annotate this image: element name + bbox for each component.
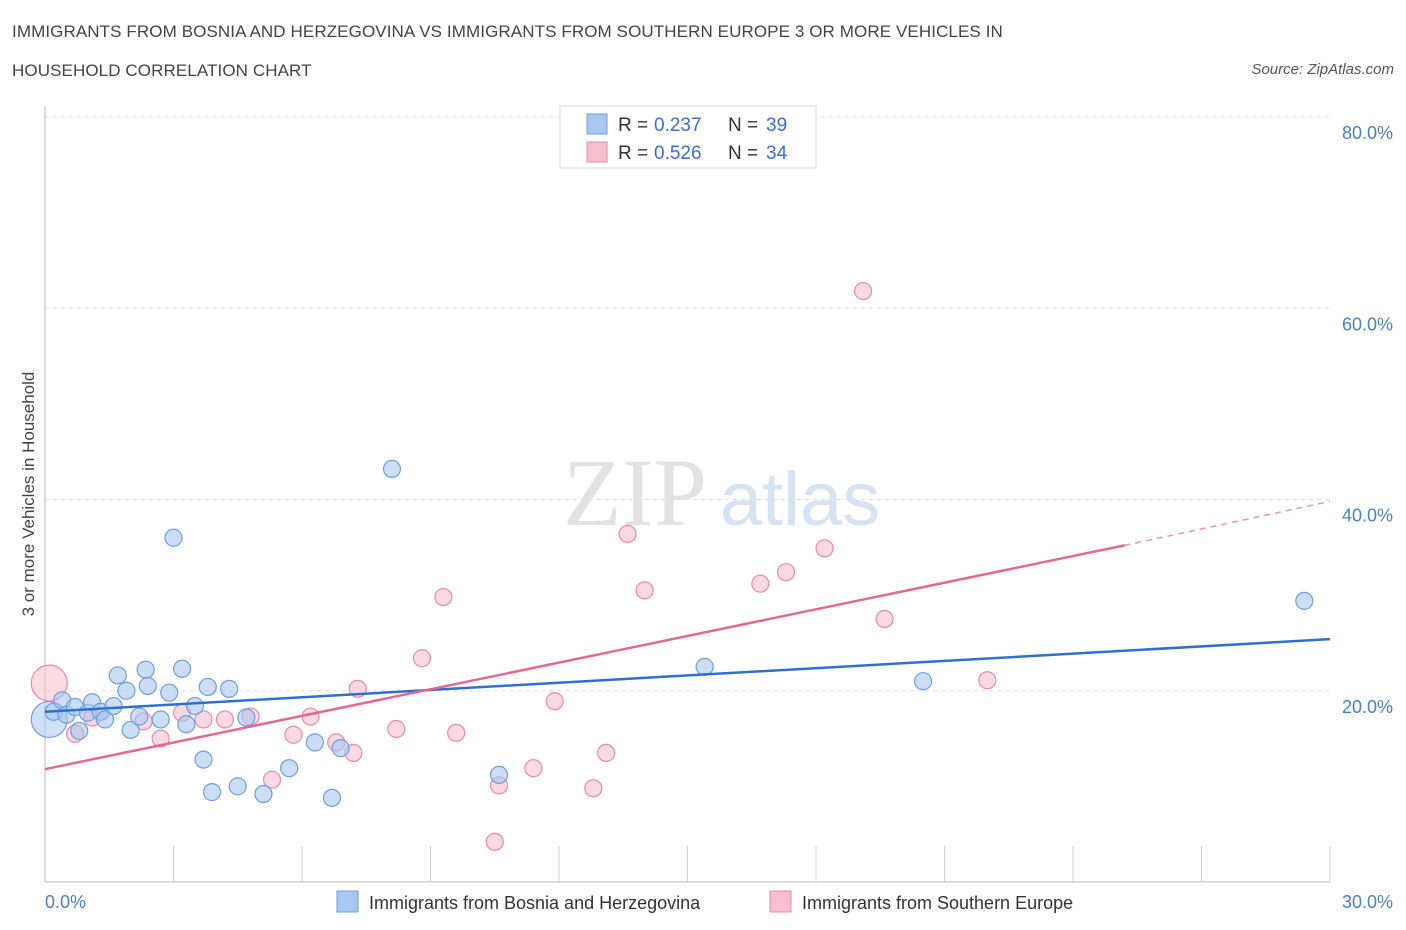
trend-line-southern-europe-extension	[1124, 501, 1330, 545]
bosnia-point-17	[152, 711, 169, 728]
y-axis-title: 3 or more Vehicles in Household	[19, 372, 38, 617]
bosnia-point-27	[229, 778, 246, 795]
southern-europe-point-32	[876, 611, 893, 628]
bosnia-point-38	[1296, 592, 1313, 609]
trend-line-bosnia	[45, 639, 1330, 712]
southern-europe-point-21	[486, 833, 503, 850]
bosnia-point-26	[221, 680, 238, 697]
bosnia-point-14	[131, 708, 148, 725]
southern-europe-point-22	[525, 760, 542, 777]
y-tick-label-80: 80.0%	[1342, 123, 1393, 143]
bottom-legend-swatch-southern-europe	[770, 891, 791, 912]
southern-europe-point-29	[778, 564, 795, 581]
southern-europe-point-33	[979, 672, 996, 689]
scatter-chart: ZIP atlas 20.0% 40.0% 60.0% 80.0% 0.0% 30.0…	[0, 0, 1406, 930]
bosnia-point-33	[332, 740, 349, 757]
southern-europe-point-16	[388, 721, 405, 738]
southern-europe-point-28	[752, 575, 769, 592]
southern-europe-point-18	[435, 589, 452, 606]
bosnia-point-20	[174, 660, 191, 677]
southern-europe-point-19	[448, 724, 465, 741]
bottom-legend-label-southern-europe: Immigrants from Southern Europe	[802, 893, 1073, 913]
x-tick-label-min: 0.0%	[45, 892, 86, 912]
legend-n-label-1: N =	[728, 115, 758, 136]
southern-europe-point-25	[598, 744, 615, 761]
legend-swatch-pink	[587, 142, 607, 162]
bosnia-point-15	[137, 661, 154, 678]
bosnia-point-25	[204, 784, 221, 801]
x-tick-label-max: 30.0%	[1342, 892, 1393, 912]
southern-europe-point-24	[585, 780, 602, 797]
bosnia-point-28	[238, 709, 255, 726]
bosnia-point-18	[161, 684, 178, 701]
legend-n-label-2: N =	[728, 143, 758, 164]
legend-r-label-1: R =	[618, 115, 648, 136]
bosnia-point-30	[281, 760, 298, 777]
bosnia-point-35	[491, 766, 508, 783]
legend-swatch-blue	[587, 114, 607, 134]
bosnia-point-34	[383, 460, 400, 477]
bosnia-point-11	[109, 667, 126, 684]
legend-r-value-1: 0.237	[654, 115, 702, 136]
bosnia-point-10	[105, 698, 122, 715]
bottom-legend-swatch-bosnia	[337, 891, 358, 912]
bosnia-point-29	[255, 786, 272, 803]
watermark: ZIP atlas	[563, 439, 880, 546]
legend-r-label-2: R =	[618, 143, 648, 164]
y-tick-label-20: 20.0%	[1342, 697, 1393, 717]
bosnia-point-22	[186, 698, 203, 715]
bosnia-point-24	[199, 678, 216, 695]
bosnia-point-5	[71, 722, 88, 739]
southern-europe-point-26	[619, 525, 636, 542]
bosnia-point-31	[306, 734, 323, 751]
southern-europe-point-31	[855, 283, 872, 300]
southern-europe-point-8	[216, 711, 233, 728]
bosnia-point-12	[118, 682, 135, 699]
trend-line-southern-europe	[45, 545, 1124, 769]
bosnia-point-36	[696, 658, 713, 675]
bosnia-point-23	[195, 751, 212, 768]
bosnia-point-21	[178, 716, 195, 733]
bosnia-point-37	[915, 673, 932, 690]
stats-legend: R = 0.237 N = 39 R = 0.526 N = 34	[560, 106, 816, 168]
y-tick-label-40: 40.0%	[1342, 506, 1393, 526]
legend-r-value-2: 0.526	[654, 143, 702, 164]
southern-europe-point-30	[816, 540, 833, 557]
gridlines	[45, 117, 1330, 691]
series-legend: Immigrants from Bosnia and Herzegovina I…	[337, 891, 1073, 913]
bosnia-point-19	[165, 529, 182, 546]
series-southern-europe	[31, 283, 996, 851]
bottom-legend-label-bosnia: Immigrants from Bosnia and Herzegovina	[369, 893, 701, 913]
bosnia-point-16	[139, 677, 156, 694]
bosnia-point-32	[323, 789, 340, 806]
southern-europe-point-23	[546, 693, 563, 710]
y-tick-label-60: 60.0%	[1342, 314, 1393, 334]
southern-europe-point-27	[636, 582, 653, 599]
x-axis-ticks	[174, 846, 1331, 882]
legend-n-value-1: 39	[766, 115, 787, 136]
southern-europe-point-11	[285, 726, 302, 743]
y-axis-tick-labels: 20.0% 40.0% 60.0% 80.0%	[1342, 123, 1393, 717]
legend-n-value-2: 34	[766, 143, 788, 164]
southern-europe-point-17	[413, 650, 430, 667]
